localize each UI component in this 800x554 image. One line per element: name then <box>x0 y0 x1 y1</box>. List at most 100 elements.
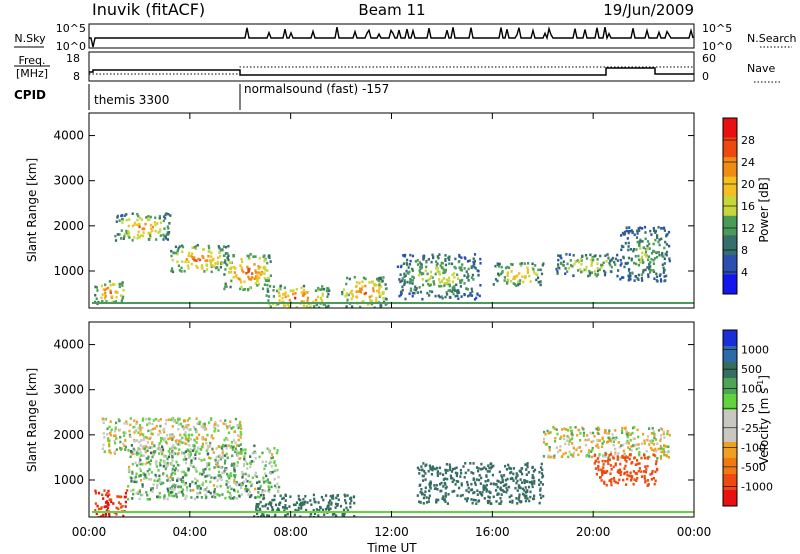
velocity-cell <box>338 511 341 513</box>
velocity-cell <box>278 511 281 513</box>
power-cell <box>136 223 139 227</box>
velocity-cell <box>473 511 476 513</box>
velocity-cell <box>461 511 464 513</box>
velocity-cell <box>510 494 513 497</box>
velocity-cell <box>146 498 149 501</box>
power-cell <box>327 292 330 296</box>
power-cell <box>506 274 509 278</box>
power-cell <box>461 263 464 266</box>
velocity-cell <box>517 486 520 489</box>
power-cell <box>467 279 470 282</box>
velocity-cell <box>221 511 224 513</box>
velocity-cell <box>593 511 596 513</box>
velocity-cell <box>185 442 188 446</box>
velocity-cell <box>138 489 141 492</box>
velocity-cell <box>241 481 244 485</box>
power-cell <box>221 262 224 265</box>
velocity-cell <box>489 502 492 505</box>
velocity-cell <box>655 450 658 453</box>
velocity-cell <box>190 459 193 462</box>
velocity-cell <box>454 483 457 486</box>
power-cell <box>201 254 204 258</box>
velocity-cell <box>266 507 269 510</box>
power-cell <box>210 251 213 255</box>
velocity-cell <box>205 449 208 452</box>
power-cell <box>302 291 306 295</box>
power-cell <box>648 262 651 266</box>
velocity-cell <box>182 511 185 513</box>
velocity-cell <box>149 451 153 455</box>
power-cell <box>257 302 260 304</box>
power-cell <box>403 283 406 287</box>
power-cell <box>269 305 272 308</box>
velocity-cell <box>216 493 219 496</box>
power-cell <box>605 302 608 304</box>
power-cell <box>109 289 112 293</box>
velocity-cell <box>150 487 153 490</box>
power-cell <box>122 289 125 292</box>
power-cell <box>321 299 324 303</box>
power-cell <box>542 302 545 304</box>
velocity-cell <box>113 452 117 455</box>
velocity-cell <box>162 429 165 432</box>
power-cell <box>638 229 641 233</box>
velocity-cell <box>477 467 480 470</box>
velocity-cell <box>619 462 622 466</box>
velocity-cell <box>260 515 263 517</box>
velocity-cell <box>102 443 105 447</box>
power-cell <box>146 302 149 304</box>
power-cell <box>96 289 99 292</box>
velocity-cell <box>256 505 259 509</box>
velocity-cell <box>108 512 111 516</box>
power-cell <box>558 266 561 270</box>
velocity-cell <box>122 442 125 446</box>
velocity-cell <box>230 441 233 444</box>
power-cell <box>188 251 191 255</box>
velocity-cell <box>115 448 118 451</box>
power-cell <box>371 302 374 304</box>
velocity-cell <box>250 484 253 488</box>
power-cell <box>224 252 227 255</box>
velocity-cell <box>515 475 518 478</box>
velocity-cell <box>214 492 217 496</box>
power-cell <box>464 257 467 260</box>
power-cell <box>419 271 422 274</box>
velocity-cell <box>273 477 276 481</box>
velocity-cell <box>116 495 119 498</box>
velocity-cell <box>620 511 623 513</box>
velocity-cell <box>184 455 187 458</box>
power-cell <box>650 257 653 261</box>
power-cell <box>584 302 587 304</box>
velocity-cell <box>668 511 671 513</box>
velocity-cell <box>677 511 680 513</box>
velocity-cell <box>329 494 332 498</box>
velocity-cell <box>444 500 447 503</box>
power-cell <box>321 294 324 297</box>
velocity-cell <box>244 489 247 493</box>
velocity-cell <box>217 424 220 427</box>
velocity-cell <box>625 460 628 463</box>
velocity-cell <box>524 463 527 466</box>
velocity-cell <box>505 468 508 471</box>
velocity-cell <box>454 471 457 475</box>
power-cell <box>445 281 448 285</box>
power-cell <box>223 287 226 291</box>
power-cell <box>149 223 153 227</box>
velocity-cell <box>221 448 224 452</box>
velocity-cell <box>117 501 121 504</box>
power-cell <box>413 302 416 304</box>
power-cell <box>326 302 329 304</box>
velocity-cell <box>174 468 177 472</box>
velocity-cell <box>343 514 346 517</box>
power-cell <box>158 230 161 233</box>
velocity-cell <box>472 498 475 502</box>
power-cell <box>345 305 348 308</box>
velocity-cell <box>115 421 118 425</box>
velocity-cell <box>539 489 542 492</box>
velocity-cell <box>108 444 111 448</box>
y-tick-label: 2000 <box>53 428 84 442</box>
power-cell <box>341 292 344 296</box>
velocity-cell <box>344 501 348 505</box>
power-cell <box>540 272 544 276</box>
power-cell <box>644 250 648 254</box>
